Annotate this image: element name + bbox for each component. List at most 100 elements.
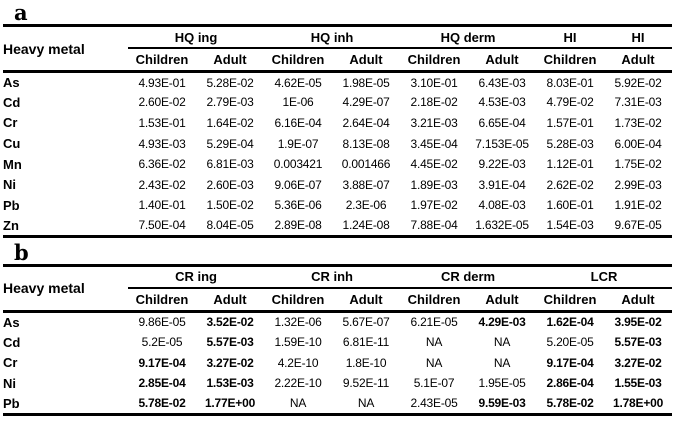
value-cell: 6.21E-05 <box>410 315 458 330</box>
table-row-cd: Cd 5.2E-05 5.57E-03 1.59E-10 6.81E-11 NA NA 5.2… <box>3 332 672 353</box>
value-cell: 1.32E-06 <box>274 315 322 330</box>
value-cell: 1.78E+00 <box>612 396 664 411</box>
table-row-cu: Cu 4.93E-03 5.29E-04 1.9E-07 8.13E-08 3.45E-0… <box>3 133 672 154</box>
value-cell: 1E-06 <box>282 95 314 110</box>
value-cell: 2.43E-05 <box>410 396 458 411</box>
value-cell: 2.60E-03 <box>206 177 254 192</box>
subcolumn-children: Children <box>400 287 469 313</box>
value-cell: 5.57E-03 <box>206 335 254 350</box>
value-cell: 1.91E-02 <box>614 198 662 213</box>
subcolumn-children: Children <box>128 287 196 313</box>
panel-a: a Heavy metal HQ ing HQ inh HQ derm HI HI Chil… <box>3 0 676 238</box>
value-cell: 1.53E-03 <box>206 376 254 391</box>
value-cell: 9.59E-03 <box>478 396 526 411</box>
value-cell: 2.22E-10 <box>274 376 322 391</box>
value-cell: 5.28E-03 <box>546 136 594 151</box>
value-cell: 4.08E-03 <box>478 198 526 213</box>
column-group-hi: HI <box>604 25 673 49</box>
panel-b: b Heavy metal CR ing CR inh CR derm LCR Child… <box>3 240 676 416</box>
value-cell: 1.98E-05 <box>342 75 390 90</box>
value-cell: 3.95E-02 <box>614 315 662 330</box>
value-cell: 4.53E-03 <box>478 95 526 110</box>
metal-label: Mn <box>3 156 22 172</box>
value-cell: 9.52E-11 <box>342 376 390 391</box>
table-row-cr: Cr 9.17E-04 3.27E-02 4.2E-10 1.8E-10 NA NA 9.17… <box>3 352 672 373</box>
value-cell: 2.3E-06 <box>345 198 387 213</box>
subcolumn-adult: Adult <box>468 287 537 313</box>
subcolumn-children: Children <box>128 48 196 73</box>
metal-label: Zn <box>3 217 19 233</box>
value-cell: 1.54E-03 <box>546 218 594 233</box>
value-cell: 4.29E-07 <box>342 95 390 110</box>
value-cell: 9.06E-07 <box>274 177 322 192</box>
value-cell: 7.88E-04 <box>410 218 458 233</box>
value-cell: 2.79E-03 <box>206 95 254 110</box>
table-row-ni: Ni 2.43E-02 2.60E-03 9.06E-07 3.88E-07 1.89E-… <box>3 174 672 195</box>
subheader-row: Children Adult Children Adult Children Adult C… <box>3 287 673 313</box>
value-cell: NA <box>357 396 375 411</box>
value-cell: 2.43E-02 <box>138 177 186 192</box>
panel-a-label: a <box>14 0 28 25</box>
column-group-lcr: LCR <box>536 265 673 289</box>
value-cell: 2.85E-04 <box>138 376 186 391</box>
subcolumn-adult: Adult <box>196 48 265 73</box>
value-cell: 5.36E-06 <box>274 198 322 213</box>
value-cell: 2.99E-03 <box>614 177 662 192</box>
metal-label: Pb <box>3 197 20 213</box>
value-cell: 2.64E-04 <box>342 115 390 130</box>
table-row-pb: Pb 1.40E-01 1.50E-02 5.36E-06 2.3E-06 1.97E-0… <box>3 195 672 216</box>
value-cell: 1.64E-02 <box>206 115 254 130</box>
subcolumn-children: Children <box>400 48 469 73</box>
value-cell: 9.17E-04 <box>138 355 186 370</box>
value-cell: 6.00E-04 <box>614 136 662 151</box>
value-cell: 5.57E-03 <box>614 335 662 350</box>
figure-risk-tables: a Heavy metal HQ ing HQ inh HQ derm HI HI Chil… <box>3 0 676 416</box>
cancer-risk-table: Heavy metal CR ing CR inh CR derm LCR Childre… <box>3 263 673 416</box>
table-row-as: As 4.93E-01 5.28E-02 4.62E-05 1.98E-05 3.10E-… <box>3 72 672 93</box>
value-cell: 8.03E-01 <box>546 75 594 90</box>
table-row-cd: Cd 2.60E-02 2.79E-03 1E-06 4.29E-07 2.18E-02 4… <box>3 92 672 113</box>
value-cell: 6.81E-03 <box>206 157 254 172</box>
metal-label: As <box>3 314 20 330</box>
table-row-as: As 9.86E-05 3.52E-02 1.32E-06 5.67E-07 6.21E-… <box>3 311 672 332</box>
subcolumn-children: Children <box>264 287 333 313</box>
value-cell: 1.57E-01 <box>546 115 594 130</box>
metal-label: Cr <box>3 115 18 131</box>
column-group-cr-inh: CR inh <box>264 265 401 289</box>
subheader-row: Children Adult Children Adult Children Adult C… <box>3 48 673 73</box>
value-cell: 5.92E-02 <box>614 75 662 90</box>
value-cell: 4.79E-02 <box>546 95 594 110</box>
value-cell: 3.27E-02 <box>206 355 254 370</box>
table-row-cr: Cr 1.53E-01 1.64E-02 6.16E-04 2.64E-04 3.21E-… <box>3 113 672 134</box>
group-header-row: Heavy metal CR ing CR inh CR derm LCR <box>3 265 673 313</box>
value-cell: NA <box>425 355 443 370</box>
value-cell: 1.40E-01 <box>138 198 186 213</box>
metal-label: Cd <box>3 94 21 110</box>
value-cell: 1.73E-02 <box>614 115 662 130</box>
value-cell: 4.29E-03 <box>478 315 526 330</box>
value-cell: 6.43E-03 <box>478 75 526 90</box>
table-row-mn: Mn 6.36E-02 6.81E-03 0.003421 0.001466 4.45E-… <box>3 154 672 175</box>
value-cell: 7.31E-03 <box>614 95 662 110</box>
metal-label: Cd <box>3 334 21 350</box>
value-cell: 7.50E-04 <box>138 218 186 233</box>
subcolumn-adult: Adult <box>604 48 673 73</box>
value-cell: 5.78E-02 <box>546 396 594 411</box>
value-cell: 1.12E-01 <box>546 157 594 172</box>
value-cell: 6.36E-02 <box>138 157 186 172</box>
column-group-hq-ing: HQ ing <box>128 25 265 49</box>
column-group-hi: HI <box>536 25 605 49</box>
value-cell: 1.55E-03 <box>614 376 662 391</box>
value-cell: 3.91E-04 <box>478 177 526 192</box>
value-cell: NA <box>493 335 511 350</box>
subcolumn-adult: Adult <box>196 287 265 313</box>
metal-label: Ni <box>3 177 16 193</box>
value-cell: 5.20E-05 <box>546 335 594 350</box>
value-cell: 1.89E-03 <box>410 177 458 192</box>
value-cell: 5.78E-02 <box>138 396 186 411</box>
value-cell: 6.16E-04 <box>274 115 322 130</box>
value-cell: 4.93E-03 <box>138 136 186 151</box>
column-group-cr-ing: CR ing <box>128 265 265 289</box>
column-group-cr-derm: CR derm <box>400 265 537 289</box>
value-cell: 4.93E-01 <box>138 75 186 90</box>
